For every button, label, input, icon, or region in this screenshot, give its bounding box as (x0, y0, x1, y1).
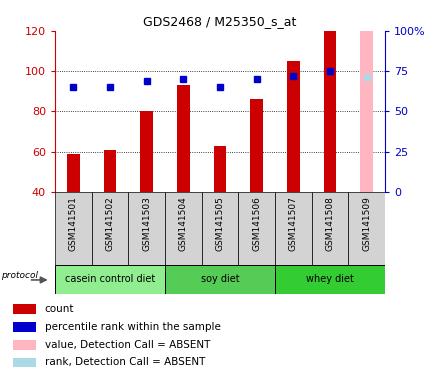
Title: GDS2468 / M25350_s_at: GDS2468 / M25350_s_at (143, 15, 297, 28)
Bar (103, 150, 117, 192)
Text: whey diet: whey diet (306, 274, 354, 285)
Bar (55, 192, 92, 265)
Bar (13, 358, 36, 367)
Bar (348, 192, 385, 265)
Text: GSM141503: GSM141503 (142, 196, 151, 251)
Text: GSM141505: GSM141505 (216, 196, 224, 251)
Text: value, Detection Call = ABSENT: value, Detection Call = ABSENT (45, 340, 210, 350)
Bar (177, 85, 190, 192)
Text: percentile rank within the sample: percentile rank within the sample (45, 322, 220, 332)
Text: count: count (45, 304, 74, 314)
Bar (165, 192, 202, 265)
Bar (323, 31, 337, 192)
Bar (13, 322, 36, 332)
Bar (238, 192, 275, 265)
Text: GSM141508: GSM141508 (326, 196, 334, 251)
Bar (275, 192, 312, 265)
Bar (67, 154, 80, 192)
Text: casein control diet: casein control diet (65, 274, 155, 285)
Text: GSM141504: GSM141504 (179, 196, 188, 251)
Bar (312, 192, 348, 265)
Bar (140, 111, 153, 192)
Bar (360, 31, 373, 192)
Bar (92, 192, 128, 265)
Text: rank, Detection Call = ABSENT: rank, Detection Call = ABSENT (45, 358, 205, 367)
Text: GSM141506: GSM141506 (252, 196, 261, 251)
Text: GSM141509: GSM141509 (362, 196, 371, 251)
Text: GSM141502: GSM141502 (106, 196, 114, 251)
Text: soy diet: soy diet (201, 274, 239, 285)
Bar (250, 99, 263, 192)
Text: GSM141507: GSM141507 (289, 196, 298, 251)
Text: GSM141501: GSM141501 (69, 196, 78, 251)
Bar (165, 265, 275, 294)
Bar (213, 146, 227, 192)
Bar (128, 192, 165, 265)
Bar (202, 192, 238, 265)
Bar (287, 61, 300, 192)
Bar (55, 265, 165, 294)
Bar (13, 305, 36, 314)
Bar (13, 340, 36, 350)
Bar (275, 265, 385, 294)
Text: protocol: protocol (1, 271, 38, 280)
